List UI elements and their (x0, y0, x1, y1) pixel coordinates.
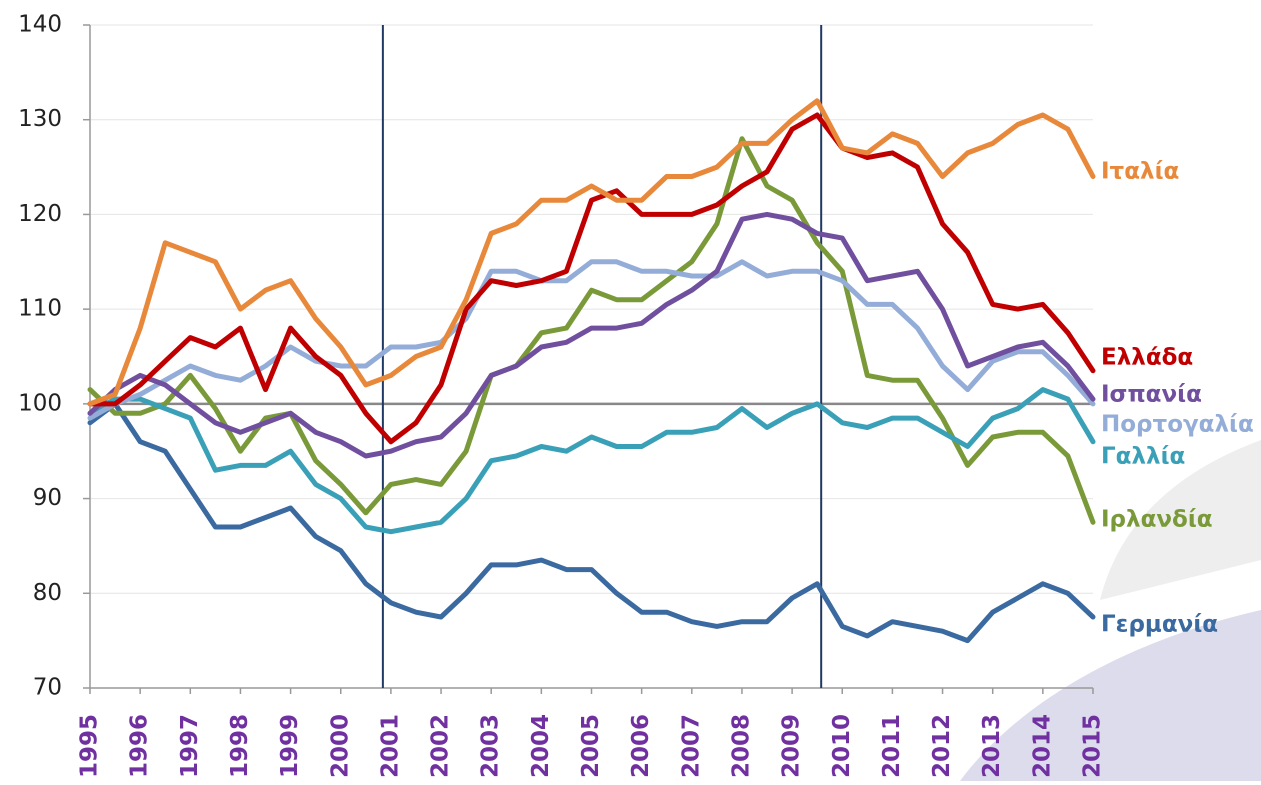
y-tick-label: 80 (33, 580, 62, 606)
plot-area: 70 80 90 100 110 120 130 140 1995 1996 1997 1998 199… (18, 12, 1254, 779)
series-label: Ισπανία (1101, 382, 1202, 408)
x-tick-label: 2007 (678, 714, 704, 778)
x-tick-label: 2013 (979, 714, 1005, 778)
x-tick-label: 2011 (879, 714, 905, 778)
y-tick-label: 70 (33, 675, 62, 701)
series-label: Γαλλία (1101, 444, 1185, 470)
x-tick-label: 1996 (127, 714, 153, 778)
x-tick-label: 2014 (1029, 714, 1055, 778)
x-tick-label: 1998 (227, 714, 253, 778)
y-tick-label: 90 (33, 485, 62, 511)
x-tick-label: 2005 (578, 714, 604, 778)
series-line (87, 112, 1096, 445)
x-tick-label: 2000 (327, 714, 353, 778)
x-tick-label: 2002 (428, 714, 454, 778)
x-tick-label: 2015 (1080, 714, 1106, 778)
x-tick-label: 1999 (277, 714, 303, 778)
x-tick-label: 2008 (728, 714, 754, 778)
y-tick-label: 130 (18, 106, 62, 132)
x-tick-label: 2004 (528, 714, 554, 778)
series-line (87, 136, 1096, 525)
series-line (87, 401, 1096, 644)
x-tick-label: 2009 (779, 714, 805, 778)
series-label: Ελλάδα (1101, 345, 1193, 371)
series-label: Πορτογαλία (1101, 412, 1254, 438)
series-line (87, 98, 1096, 407)
x-tick-label: 2001 (377, 714, 403, 778)
x-tick-label: 1995 (77, 714, 103, 778)
series-label: Γερμανία (1101, 612, 1218, 638)
x-tick-label: 1997 (177, 714, 203, 778)
x-tick-label: 2006 (628, 714, 654, 778)
y-tick-label: 110 (18, 296, 62, 322)
series-line (87, 387, 1096, 535)
y-tick-label: 140 (18, 12, 62, 38)
series-label: Ιρλανδία (1101, 507, 1213, 533)
y-tick-label: 120 (18, 201, 62, 227)
series-line (87, 211, 1096, 459)
x-tick-label: 2010 (829, 714, 855, 778)
decoration (1100, 440, 1261, 600)
series-line (87, 259, 1096, 421)
decoration (960, 610, 1261, 781)
y-tick-label: 100 (18, 390, 62, 416)
x-tick-label: 2012 (929, 714, 955, 778)
x-tick-label: 2003 (478, 714, 504, 778)
series-label: Ιταλία (1101, 159, 1179, 185)
